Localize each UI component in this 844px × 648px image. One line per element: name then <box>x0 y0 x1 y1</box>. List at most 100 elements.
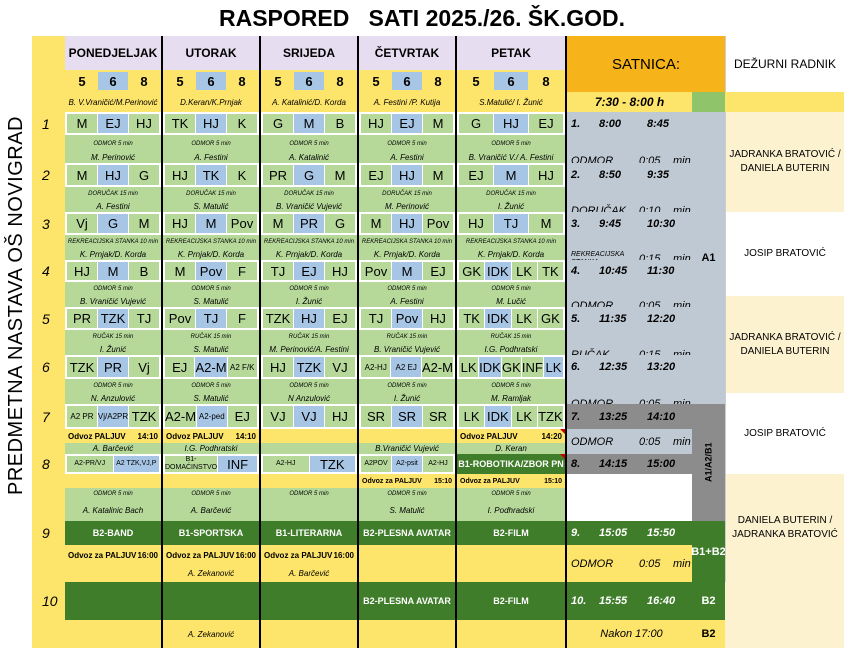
break-spacer <box>32 429 65 454</box>
subject: A2-PR/VJ <box>67 456 113 472</box>
period-cell: A2-HJ A2 EJ A2-M <box>359 355 457 379</box>
schedule-a: 9:45 <box>599 217 622 230</box>
subject: VJ <box>325 357 355 377</box>
subject: PR <box>263 165 293 185</box>
subject: M <box>67 114 97 133</box>
period-cell: TJ EJ HJ <box>261 260 359 282</box>
break-spacer <box>32 235 65 260</box>
subject: M <box>294 114 324 133</box>
satnica-label: SATNICA: <box>567 36 725 92</box>
schedule-n: 1. <box>571 117 581 130</box>
break-label: ODMOR 5 min <box>261 379 359 393</box>
duty-teacher: A. Barčević <box>65 443 163 454</box>
subject: TZK <box>263 309 293 328</box>
grade-label: 6 <box>392 72 422 90</box>
break-spacer <box>32 135 65 163</box>
grade-label: 6 <box>196 72 226 90</box>
break-label: ODMOR 5 min <box>457 379 567 393</box>
schedule-a: 12:35 <box>599 361 628 373</box>
subject: M <box>494 165 528 185</box>
odvoz-time: 16:00 <box>235 550 256 560</box>
break-label: ODMOR 5 min <box>261 282 359 296</box>
subject: TZK <box>129 406 160 427</box>
odvoz <box>261 429 359 443</box>
subject: TK <box>459 309 485 328</box>
subject: HJ <box>196 114 226 133</box>
schedule-break-label: ODMOR <box>571 435 614 448</box>
duty-teacher: I. Žunić <box>65 344 163 355</box>
subject: LK <box>459 357 479 377</box>
day-header: PETAK <box>457 36 567 70</box>
subject: LK <box>459 406 485 427</box>
schedule-b: 12:20 <box>647 312 676 325</box>
schedule-n: 4. <box>571 265 581 277</box>
odvoz <box>261 474 359 488</box>
duty-teacher: B.Vraničić Vujević <box>359 443 457 454</box>
odvoz: Odvoz PALJUV 14:10 <box>65 429 163 443</box>
subject: HJ <box>165 165 195 185</box>
schedule-n: 6. <box>571 361 581 373</box>
grade-label: 8 <box>227 72 257 90</box>
schedule-period: 9. 15:05 15:50 <box>567 521 692 545</box>
break-spacer <box>32 187 65 212</box>
schedule-a: 11:35 <box>599 312 627 325</box>
subject: EJ <box>227 406 257 427</box>
schedule-a: 13:25 <box>599 410 628 423</box>
period-cell: G HJ EJ <box>457 112 567 135</box>
subject: TK <box>165 114 195 133</box>
duty-teacher <box>65 565 163 582</box>
period-cell: HJ M Pov <box>163 212 261 235</box>
schedule-period: 4. 10:45 11:30 <box>567 260 692 282</box>
schedule-period: 8. 14:15 15:00 <box>567 454 692 474</box>
subject: A2 F/K <box>227 357 257 377</box>
duty-teacher: S. Matulić <box>163 201 261 212</box>
subject: HJ <box>325 406 355 427</box>
schedule-period: 10. 15:55 16:40 <box>567 582 692 620</box>
subject: HJ <box>494 114 528 133</box>
odvoz-label: Odvoz za PALJUV <box>460 477 520 485</box>
period-cell: HJ TK K <box>163 163 261 187</box>
subject: HJ <box>392 214 422 233</box>
schedule-break-label: ODMOR <box>571 557 614 570</box>
shift-label: B2 <box>692 582 725 620</box>
schedule-b: 13:20 <box>647 361 676 373</box>
subject: A2POV <box>361 456 391 472</box>
subject: LK <box>511 309 537 328</box>
subject: LK <box>511 406 537 427</box>
subject: GK <box>459 262 485 280</box>
period-number: 2 <box>32 163 65 187</box>
period-cell: EJ M HJ <box>457 163 567 187</box>
duty-teacher: K. Prnjak/D. Korda <box>261 249 359 260</box>
activity-band: B1-LITERARNA <box>261 521 359 545</box>
subject: HJ <box>294 309 324 328</box>
subject: TJ <box>196 309 226 328</box>
period-cell: TJ Pov HJ <box>359 307 457 330</box>
class-head: A. Festini /P. Kutija <box>359 92 457 112</box>
duty-teacher: K. Prnjak/D. Korda <box>359 249 457 260</box>
activity-band <box>65 582 163 620</box>
schedule-break-value: 0:05 <box>639 435 661 448</box>
subject: IDK <box>485 309 511 328</box>
subject: B <box>129 262 159 280</box>
period-cell: VJ VJ HJ <box>261 404 359 429</box>
subject: G <box>459 114 493 133</box>
break-label: DORUČAK 15 min <box>65 187 163 201</box>
subject: HJ <box>529 165 563 185</box>
period-cell: TK IDK LK GK <box>457 307 567 330</box>
corner-2 <box>32 70 65 92</box>
duty-teacher: S. Matulić <box>359 499 457 521</box>
activity-band: B2-PLESNA AVATAR <box>359 582 457 620</box>
class-head: D.Keran/K.Prnjak <box>163 92 261 112</box>
period-cell: TZK HJ EJ <box>261 307 359 330</box>
subject: INF <box>218 456 257 472</box>
subject: A2 TZK,VJ,P <box>113 456 159 472</box>
grade-label: 5 <box>165 72 195 90</box>
shift-label: B2 <box>692 620 725 648</box>
subject: M <box>325 165 355 185</box>
odvoz-time: 16:00 <box>333 550 354 560</box>
period-cell: M HJ Pov <box>359 212 457 235</box>
subject: G <box>129 165 159 185</box>
odvoz-label: Odvoz za PALJUV <box>362 477 422 485</box>
class-head: B. V.Vraničić/M.Perinović <box>65 92 163 112</box>
break-label: RUČAK 15 min <box>261 330 359 344</box>
